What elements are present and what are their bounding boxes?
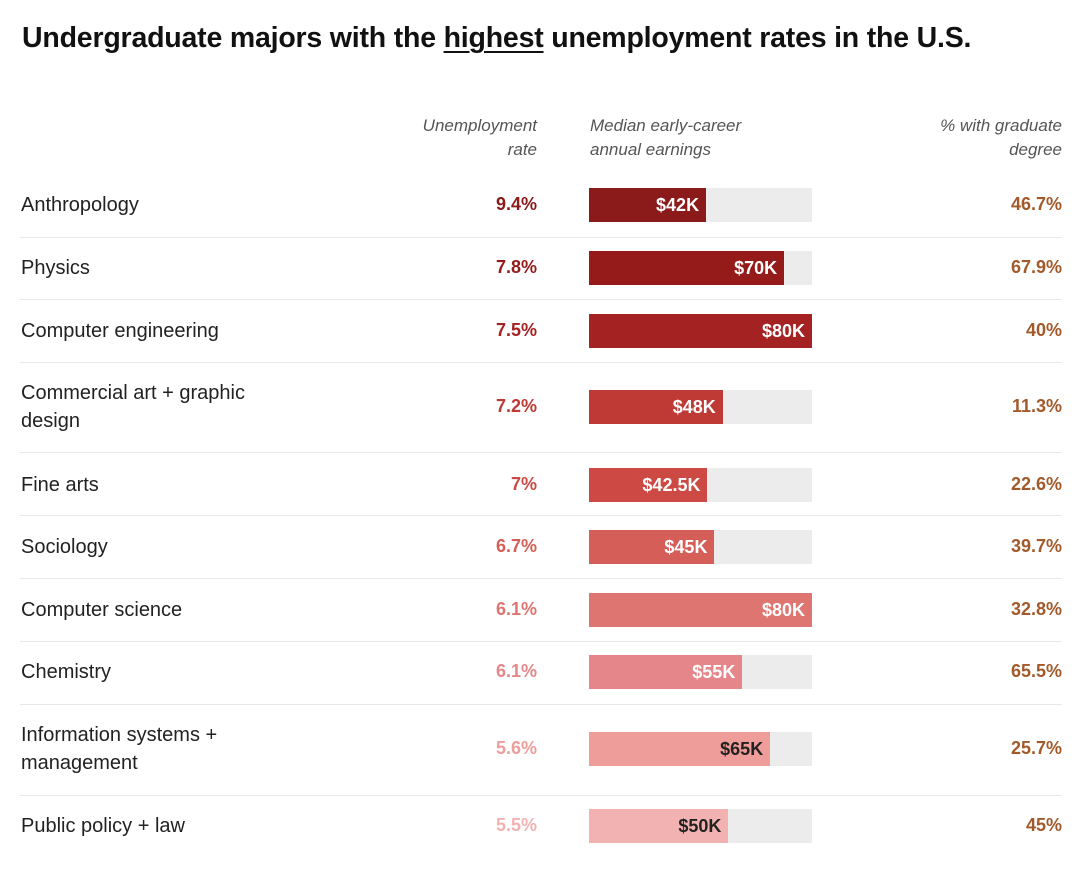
row-divider bbox=[20, 578, 1062, 579]
earnings-bar: $55K bbox=[589, 655, 743, 689]
earnings-bar-label: $42.5K bbox=[642, 475, 701, 495]
graduate-degree-value: 46.7% bbox=[1010, 194, 1062, 214]
earnings-bar-label: $48K bbox=[672, 397, 716, 417]
major-label: Computer science bbox=[21, 599, 183, 621]
column-header-unemployment-rate: Unemployment rate bbox=[337, 114, 537, 162]
major-label: Fine arts bbox=[21, 474, 99, 496]
column-header-grad-line1: % with graduate bbox=[940, 116, 1062, 135]
graduate-degree-value: 22.6% bbox=[1010, 474, 1062, 494]
row-divider bbox=[20, 299, 1062, 300]
unemployment-rate-value: 7.8% bbox=[495, 257, 537, 277]
earnings-bar: $50K bbox=[589, 809, 729, 843]
unemployment-rate-value: 6.7% bbox=[495, 536, 537, 556]
earnings-bar-label: $55K bbox=[692, 662, 736, 682]
row-divider bbox=[20, 452, 1062, 453]
earnings-bar-label: $45K bbox=[664, 537, 708, 557]
unemployment-rate-value: 6.1% bbox=[495, 661, 537, 681]
graduate-degree-value: 45% bbox=[1025, 815, 1062, 835]
earnings-bar-track: $80K bbox=[589, 314, 812, 348]
major-label: Physics bbox=[21, 257, 90, 279]
graduate-degree-value: 25.7% bbox=[1010, 738, 1062, 758]
unemployment-rate-value: 6.1% bbox=[495, 599, 537, 619]
title-after: unemployment rates in the U.S. bbox=[543, 22, 972, 54]
graduate-degree-value: 32.8% bbox=[1010, 599, 1062, 619]
earnings-bar-track: $65K bbox=[589, 732, 812, 766]
column-header-earnings-line2: annual earnings bbox=[590, 140, 711, 159]
major-label: Commercial art + graphic design bbox=[21, 382, 245, 432]
earnings-bar-label: $70K bbox=[734, 258, 778, 278]
earnings-bar-track: $55K bbox=[589, 655, 812, 689]
earnings-bar-label: $42K bbox=[656, 195, 700, 215]
major-label: Computer engineering bbox=[21, 320, 219, 342]
column-header-earnings: Median early-career annual earnings bbox=[590, 114, 810, 162]
earnings-bar-label: $50K bbox=[678, 816, 722, 836]
earnings-bar: $42.5K bbox=[589, 468, 708, 502]
row-divider bbox=[20, 515, 1062, 516]
unemployment-rate-value: 9.4% bbox=[495, 194, 537, 214]
row-divider bbox=[20, 237, 1062, 238]
row-divider bbox=[20, 795, 1062, 796]
row-divider bbox=[20, 704, 1062, 705]
chart-title: Undergraduate majors with the highest un… bbox=[22, 22, 971, 55]
graduate-degree-value: 67.9% bbox=[1010, 257, 1062, 277]
title-highlight: highest bbox=[443, 22, 544, 54]
column-header-graduate-degree: % with graduate degree bbox=[862, 114, 1062, 162]
row-divider bbox=[20, 362, 1062, 363]
earnings-bar-track: $48K bbox=[589, 390, 812, 424]
unemployment-rate-value: 7% bbox=[510, 474, 537, 494]
unemployment-rate-value: 7.2% bbox=[495, 396, 537, 416]
earnings-bar-track: $70K bbox=[589, 251, 812, 285]
graduate-degree-value: 40% bbox=[1025, 320, 1062, 340]
graduate-degree-value: 11.3% bbox=[1011, 396, 1062, 416]
title-before: Undergraduate majors with the bbox=[22, 22, 444, 54]
earnings-bar-track: $80K bbox=[589, 593, 812, 627]
earnings-bar: $80K bbox=[589, 314, 812, 348]
major-label: Anthropology bbox=[21, 194, 139, 216]
earnings-bar-track: $42.5K bbox=[589, 468, 812, 502]
earnings-bar-track: $50K bbox=[589, 809, 812, 843]
column-header-rate-line2: rate bbox=[507, 140, 537, 159]
earnings-bar-label: $80K bbox=[761, 600, 805, 620]
row-divider bbox=[20, 641, 1062, 642]
earnings-bar-label: $65K bbox=[720, 739, 764, 759]
major-label: Public policy + law bbox=[21, 815, 185, 837]
column-header-grad-line2: degree bbox=[1009, 140, 1062, 159]
major-label: Information systems + management bbox=[21, 724, 218, 774]
earnings-bar: $42K bbox=[589, 188, 707, 222]
earnings-bar-label: $80K bbox=[761, 321, 805, 341]
earnings-bar-track: $42K bbox=[589, 188, 812, 222]
graduate-degree-value: 39.7% bbox=[1010, 536, 1062, 556]
earnings-bar: $80K bbox=[589, 593, 812, 627]
earnings-bar: $65K bbox=[589, 732, 771, 766]
earnings-bar: $45K bbox=[589, 530, 715, 564]
earnings-bar: $70K bbox=[589, 251, 785, 285]
unemployment-rate-value: 7.5% bbox=[495, 320, 537, 340]
major-label: Chemistry bbox=[21, 661, 112, 683]
major-label: Sociology bbox=[21, 536, 108, 558]
column-header-earnings-line1: Median early-career bbox=[590, 116, 742, 135]
earnings-bar-track: $45K bbox=[589, 530, 812, 564]
graduate-degree-value: 65.5% bbox=[1010, 661, 1062, 681]
unemployment-rate-value: 5.6% bbox=[495, 738, 537, 758]
unemployment-rate-value: 5.5% bbox=[495, 815, 537, 835]
column-header-rate-line1: Unemployment bbox=[422, 116, 537, 135]
earnings-bar: $48K bbox=[589, 390, 723, 424]
